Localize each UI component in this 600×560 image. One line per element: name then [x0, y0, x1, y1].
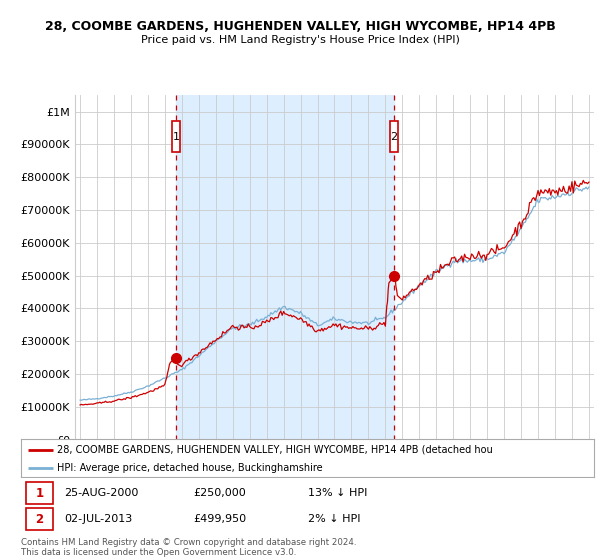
FancyBboxPatch shape: [26, 482, 53, 504]
Text: 28, COOMBE GARDENS, HUGHENDEN VALLEY, HIGH WYCOMBE, HP14 4PB (detached hou: 28, COOMBE GARDENS, HUGHENDEN VALLEY, HI…: [56, 445, 492, 455]
Text: 1: 1: [172, 132, 179, 142]
FancyBboxPatch shape: [389, 121, 398, 152]
Bar: [176, 95, 394, 440]
Text: 2: 2: [35, 513, 43, 526]
Text: 2: 2: [391, 132, 397, 142]
Text: 02-JUL-2013: 02-JUL-2013: [64, 515, 132, 524]
Text: Price paid vs. HM Land Registry's House Price Index (HPI): Price paid vs. HM Land Registry's House …: [140, 35, 460, 45]
Text: 1: 1: [35, 487, 43, 500]
Text: Contains HM Land Registry data © Crown copyright and database right 2024.
This d: Contains HM Land Registry data © Crown c…: [21, 538, 356, 557]
Text: 28, COOMBE GARDENS, HUGHENDEN VALLEY, HIGH WYCOMBE, HP14 4PB: 28, COOMBE GARDENS, HUGHENDEN VALLEY, HI…: [44, 20, 556, 32]
Text: £250,000: £250,000: [193, 488, 245, 498]
Text: HPI: Average price, detached house, Buckinghamshire: HPI: Average price, detached house, Buck…: [56, 463, 322, 473]
Text: £499,950: £499,950: [193, 515, 246, 524]
FancyBboxPatch shape: [26, 508, 53, 530]
Text: 25-AUG-2000: 25-AUG-2000: [64, 488, 139, 498]
Text: 13% ↓ HPI: 13% ↓ HPI: [308, 488, 367, 498]
FancyBboxPatch shape: [172, 121, 180, 152]
Text: 2% ↓ HPI: 2% ↓ HPI: [308, 515, 360, 524]
